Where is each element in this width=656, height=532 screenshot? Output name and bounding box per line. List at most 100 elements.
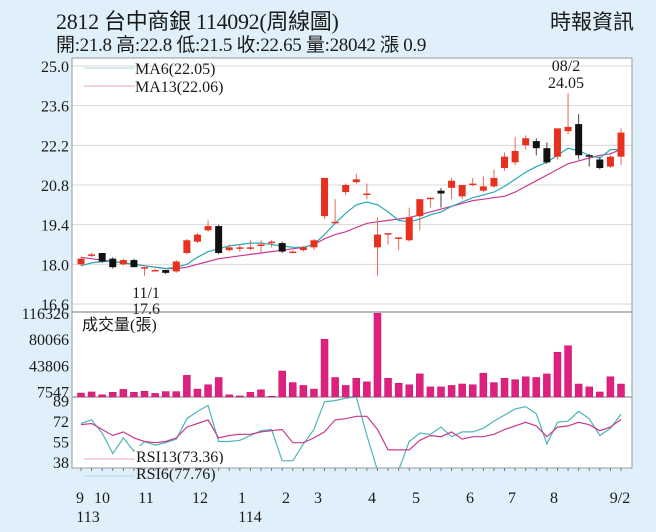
rsi13-legend-label: RSI13(73.36) — [136, 449, 224, 466]
candle-body — [299, 247, 307, 251]
candle-body — [141, 267, 149, 269]
month-label: 10 — [94, 490, 110, 507]
candle-body — [416, 199, 424, 217]
volume-panel: 116326 80066 43806 7547 成交量(張) — [22, 306, 625, 402]
candle-body — [405, 217, 413, 241]
candle-body — [193, 234, 201, 242]
rsi-axis-label: 89 — [53, 394, 69, 411]
month-label: 12 — [192, 490, 208, 507]
high-value-annotation: 24.05 — [548, 75, 584, 92]
volume-bar — [384, 377, 392, 398]
price-axis-label: 18.0 — [41, 257, 69, 274]
volume-bar — [87, 391, 96, 398]
volume-bar — [267, 396, 276, 398]
year-label: 114 — [238, 509, 261, 526]
price-axis-label: 25.0 — [41, 59, 69, 76]
price-panel: 25.0 23.6 22.2 20.8 19.4 18.0 16.6 MA6(22.05)MA… — [41, 58, 632, 318]
volume-bar — [289, 382, 297, 398]
volume-bar — [77, 392, 85, 398]
volume-bar — [553, 351, 562, 398]
candle-body — [88, 254, 96, 256]
chart-plot-area — [72, 58, 632, 468]
month-label: 2 — [282, 490, 290, 507]
volume-bar — [161, 391, 170, 398]
volume-bar — [151, 393, 159, 398]
volume-bar — [320, 338, 329, 398]
candle-body — [532, 141, 540, 149]
quote-summary: 開:21.8 高:22.8 低:21.5 收:22.65 量:28042 漲 0… — [56, 35, 427, 56]
volume-bar — [585, 386, 593, 398]
low-value-annotation: 17.6 — [132, 301, 160, 318]
volume-bar — [225, 394, 233, 398]
month-label: 3 — [314, 490, 322, 507]
volume-bar — [447, 385, 456, 398]
rsi-axis-label: 55 — [53, 435, 69, 452]
volume-bar — [278, 370, 286, 398]
candle-body — [490, 177, 498, 187]
candle-body — [119, 260, 127, 265]
volume-axis-label: 7547 — [37, 385, 69, 402]
rsi13-line — [80, 415, 622, 451]
candle-body — [215, 226, 223, 253]
chart-title: 2812 台中商銀 114092(周線圖) — [56, 9, 339, 34]
volume-bar — [183, 375, 191, 398]
brand-label: 時報資訊 — [550, 10, 634, 34]
volume-bar — [458, 383, 466, 398]
year-label: 113 — [76, 509, 99, 526]
chart-frame — [71, 57, 633, 469]
volume-bar — [574, 383, 583, 398]
volume-bar — [606, 376, 615, 398]
month-label: 9/2 — [610, 490, 630, 507]
volume-bar — [437, 386, 445, 398]
volume-axis-label: 116326 — [22, 306, 69, 323]
volume-bar — [341, 385, 350, 398]
candle-body — [98, 253, 106, 262]
price-legend: MA6(22.05)MA13(22.06) — [84, 61, 223, 96]
high-date-annotation: 08/2 — [552, 58, 580, 75]
volume-bar — [564, 345, 572, 398]
month-label: 7 — [508, 490, 516, 507]
volume-axis-label: 43806 — [29, 358, 69, 375]
price-axis-label: 22.2 — [41, 138, 69, 155]
rsi-axis-label: 72 — [53, 414, 69, 431]
ma13-legend-label: MA13(22.06) — [135, 79, 223, 96]
candle-body — [585, 155, 593, 157]
volume-bar — [119, 389, 128, 398]
volume-bar — [130, 392, 138, 398]
candle-body — [246, 247, 254, 249]
candle-body — [204, 226, 212, 231]
rsi-lines — [80, 397, 622, 468]
candle-body — [511, 151, 519, 163]
volume-bar — [310, 388, 318, 398]
volume-bar — [352, 377, 361, 398]
candle-body — [172, 261, 180, 272]
candle-body — [77, 258, 85, 265]
candle-body — [384, 233, 392, 235]
candle-body — [109, 258, 117, 268]
candle-body — [395, 237, 403, 239]
candle-body — [448, 180, 456, 188]
volume-bar — [617, 383, 625, 398]
volume-bar — [331, 377, 339, 398]
candle-body — [310, 240, 318, 248]
month-label: 4 — [368, 490, 376, 507]
month-label: 9 — [76, 490, 84, 507]
candle-body — [151, 270, 159, 272]
candle-body — [130, 260, 138, 268]
rsi6-legend-label: RSI6(77.76) — [136, 466, 216, 483]
candle-body — [183, 240, 191, 253]
candle-body — [553, 128, 561, 157]
candlesticks — [77, 92, 625, 276]
candle-body — [458, 185, 466, 197]
volume-bar — [426, 386, 435, 398]
candle-body — [501, 156, 509, 168]
price-axis-label: 20.8 — [41, 178, 69, 195]
candle-body — [437, 190, 445, 194]
candle-body — [522, 138, 530, 146]
price-axis-label: 16.6 — [41, 297, 69, 314]
volume-bar — [416, 373, 424, 398]
volume-bar — [193, 388, 202, 398]
volume-bar — [172, 391, 181, 398]
volume-bar — [299, 385, 308, 398]
